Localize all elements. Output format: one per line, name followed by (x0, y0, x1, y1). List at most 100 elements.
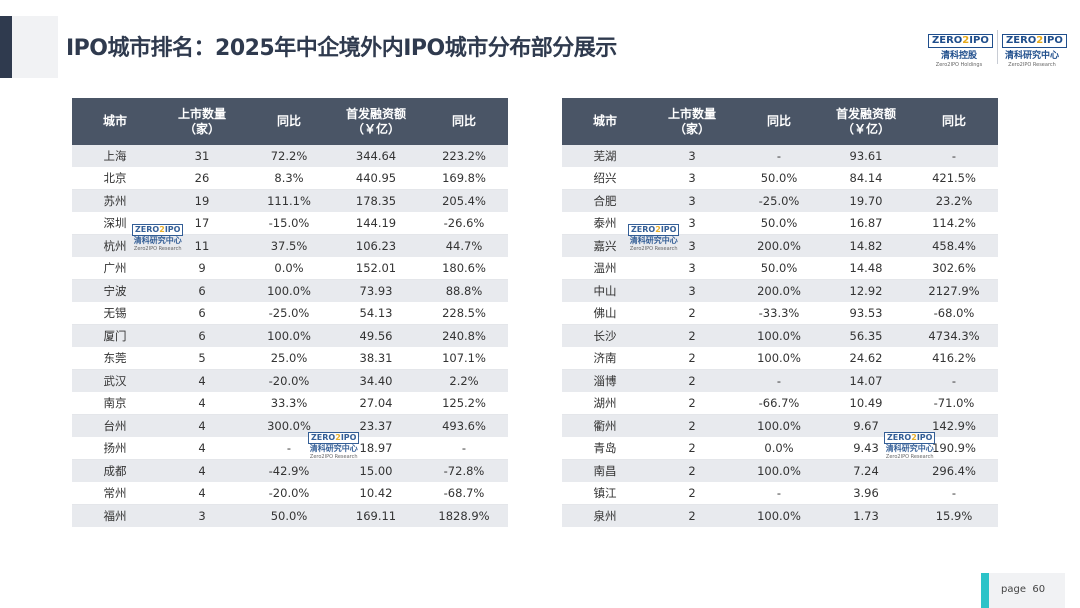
cell-count: 2 (648, 459, 736, 483)
col-header-yoy: 同比 (246, 98, 332, 145)
cell-count-yoy: 0.0% (736, 437, 822, 460)
cell-count: 26 (158, 167, 246, 190)
cell-count: 4 (158, 437, 246, 460)
cell-city: 衢州 (562, 414, 648, 438)
table-row: 芜湖 3-93.61- (562, 145, 998, 168)
logo-mark: ZERO2IPO (928, 34, 993, 48)
table-row: 镇江 2-3.96- (562, 482, 998, 505)
cell-amount-yoy: 240.8% (420, 324, 508, 348)
cell-amount-yoy: 2.2% (420, 369, 508, 393)
table-header-row: 城市 上市数量 （家） 同比 首发融资额 （￥亿） 同比 (72, 98, 508, 145)
cell-city: 南昌 (562, 459, 648, 483)
table-row: 长沙 2 100.0% 56.35 4734.3% (562, 324, 998, 348)
table-row: 深圳 17 -15.0% 144.19 -26.6% (72, 212, 508, 235)
cell-amount-yoy: - (420, 437, 508, 460)
cell-count: 2 (648, 369, 736, 393)
cell-count-yoy: - (736, 482, 822, 505)
cell-count-yoy: 100.0% (736, 504, 822, 528)
table-row: 常州 4 -20.0% 10.42 -68.7% (72, 482, 508, 505)
cell-count: 4 (158, 369, 246, 393)
logo-divider (997, 30, 998, 64)
watermark-logo: ZERO2IPO 清科研究中心 Zero2IPO Research (132, 224, 184, 252)
cell-count-yoy: 0.0% (246, 257, 332, 280)
cell-amount: 16.87 (822, 212, 910, 235)
cell-amount-yoy: 416.2% (910, 347, 998, 370)
cell-count-yoy: -15.0% (246, 212, 332, 235)
cell-amount: 7.24 (822, 459, 910, 483)
cell-count: 2 (648, 324, 736, 348)
cell-amount: 38.31 (332, 347, 420, 370)
cell-amount: 14.82 (822, 234, 910, 258)
watermark-logo: ZERO2IPO 清科研究中心 Zero2IPO Research (884, 432, 936, 460)
cell-city: 温州 (562, 257, 648, 280)
cell-count-yoy: -42.9% (246, 459, 332, 483)
col-header-count: 上市数量 （家） (158, 98, 246, 145)
cell-amount-yoy: 458.4% (910, 234, 998, 258)
cell-city: 广州 (72, 257, 158, 280)
cell-amount: 34.40 (332, 369, 420, 393)
table-row: 济南 2 100.0% 24.62 416.2% (562, 347, 998, 370)
page-number-box (989, 573, 1065, 608)
col-header-city: 城市 (562, 98, 648, 145)
table-row: 嘉兴 3 200.0% 14.82 458.4% (562, 234, 998, 258)
cell-count: 6 (158, 324, 246, 348)
table-row: 厦门 6 100.0% 49.56 240.8% (72, 324, 508, 348)
cell-count-yoy: 37.5% (246, 234, 332, 258)
cell-city: 长沙 (562, 324, 648, 348)
cell-city: 南京 (72, 392, 158, 415)
table-header-row: 城市 上市数量 （家） 同比 首发融资额 （￥亿） 同比 (562, 98, 998, 145)
cell-amount-yoy: 15.9% (910, 504, 998, 528)
cell-count-yoy: 300.0% (246, 414, 332, 438)
cell-amount-yoy: - (910, 482, 998, 505)
table-row: 成都 4 -42.9% 15.00 -72.8% (72, 459, 508, 483)
cell-count-yoy: -33.3% (736, 302, 822, 325)
cell-amount: 344.64 (332, 145, 420, 168)
table-row: 北京 26 8.3% 440.95 169.8% (72, 167, 508, 190)
cell-count-yoy: 50.0% (736, 257, 822, 280)
cell-city: 宁波 (72, 279, 158, 303)
cell-count-yoy: 100.0% (736, 324, 822, 348)
cell-amount: 15.00 (332, 459, 420, 483)
cell-count: 4 (158, 482, 246, 505)
cell-count: 2 (648, 482, 736, 505)
table-row: 杭州 11 37.5% 106.23 44.7% (72, 234, 508, 258)
cell-count-yoy: 100.0% (246, 279, 332, 303)
cell-count: 2 (648, 347, 736, 370)
right-city-table: 城市 上市数量 （家） 同比 首发融资额 （￥亿） 同比 芜湖 3-93.61- 绍兴 3… (562, 98, 998, 528)
cell-amount-yoy: - (910, 369, 998, 393)
cell-count: 3 (648, 234, 736, 258)
title-accent-bar (0, 16, 12, 78)
cell-city: 常州 (72, 482, 158, 505)
cell-city: 杭州 (72, 234, 158, 258)
watermark-logo: ZERO2IPO 清科研究中心 Zero2IPO Research (308, 432, 360, 460)
table-row: 佛山 2 -33.3% 93.53 -68.0% (562, 302, 998, 325)
table-row: 福州 3 50.0% 169.11 1828.9% (72, 504, 508, 528)
page-number: page 60 (1001, 584, 1046, 595)
cell-amount: 14.48 (822, 257, 910, 280)
cell-amount-yoy: 296.4% (910, 459, 998, 483)
cell-amount: 152.01 (332, 257, 420, 280)
cell-count: 2 (648, 302, 736, 325)
cell-amount: 10.49 (822, 392, 910, 415)
cell-count: 6 (158, 302, 246, 325)
cell-count-yoy: 50.0% (246, 504, 332, 528)
cell-count-yoy: 100.0% (736, 414, 822, 438)
cell-count: 3 (158, 504, 246, 528)
cell-city: 淄博 (562, 369, 648, 393)
cell-amount: 93.53 (822, 302, 910, 325)
table-row: 淄博 2-14.07- (562, 369, 998, 393)
table-row: 苏州 19 111.1% 178.35 205.4% (72, 189, 508, 213)
cell-count: 3 (648, 145, 736, 168)
cell-amount-yoy: 125.2% (420, 392, 508, 415)
page-title: IPO城市排名：2025年中企境外内IPO城市分布部分展示 (66, 36, 617, 61)
cell-amount: 1.73 (822, 504, 910, 528)
cell-count: 3 (648, 257, 736, 280)
zero2ipo-holdings-logo: ZERO2IPO 清科控股 Zero2IPO Holdings (928, 28, 993, 69)
cell-count-yoy: 100.0% (736, 459, 822, 483)
table-row: 泰州 3 50.0% 16.87 114.2% (562, 212, 998, 235)
cell-amount-yoy: 23.2% (910, 189, 998, 213)
cell-count: 4 (158, 459, 246, 483)
cell-city: 台州 (72, 414, 158, 438)
cell-city: 扬州 (72, 437, 158, 460)
table-row: 上海 31 72.2% 344.64 223.2% (72, 145, 508, 168)
